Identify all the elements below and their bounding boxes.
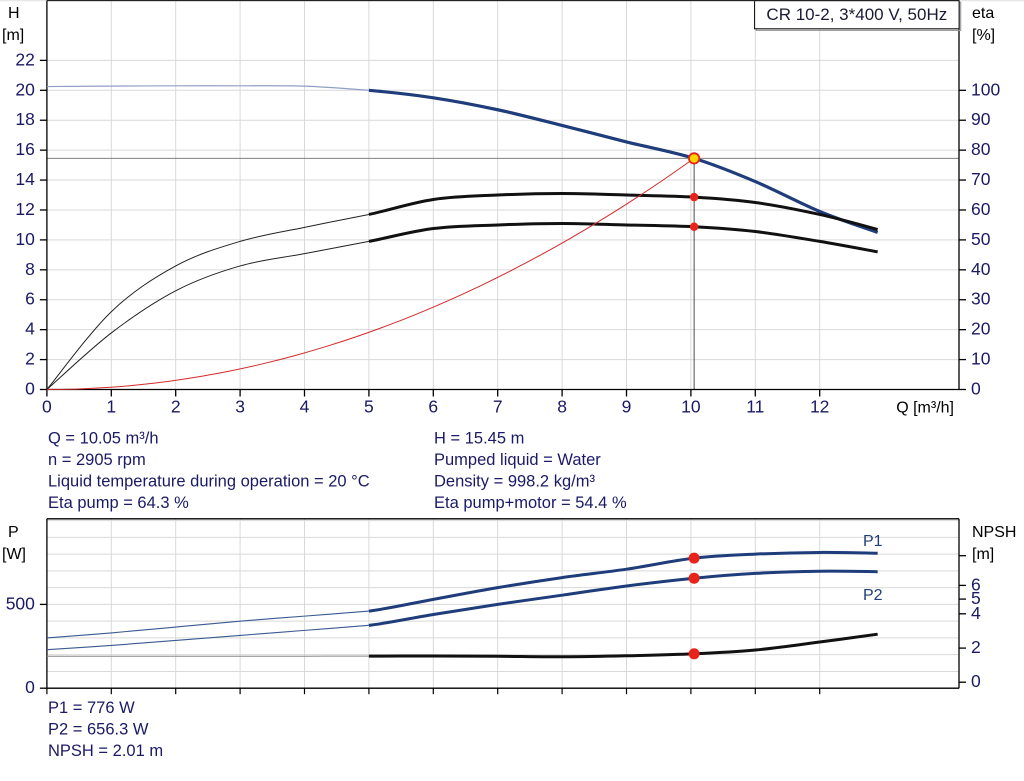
svg-text:0: 0 [971,379,981,399]
svg-text:60: 60 [971,199,991,219]
svg-text:P1: P1 [863,533,883,550]
svg-text:0: 0 [42,397,52,417]
svg-text:[m]: [m] [972,546,994,563]
svg-text:16: 16 [15,139,34,159]
svg-text:0: 0 [971,671,981,691]
svg-text:30: 30 [971,289,991,309]
svg-text:20: 20 [15,79,35,99]
svg-text:[%]: [%] [972,27,995,44]
svg-text:P2: P2 [863,587,883,604]
svg-text:2: 2 [25,349,35,369]
svg-text:5: 5 [364,397,374,417]
svg-text:3: 3 [235,397,245,417]
svg-text:0: 0 [25,379,35,399]
svg-text:1: 1 [106,397,116,417]
svg-text:11: 11 [746,397,764,417]
svg-text:eta: eta [972,5,994,22]
svg-text:90: 90 [971,109,991,129]
svg-text:6: 6 [971,574,981,594]
svg-text:8: 8 [25,259,35,279]
svg-text:Eta pump+motor = 54.4 %: Eta pump+motor = 54.4 % [434,494,627,512]
svg-text:Q = 10.05 m³/h: Q = 10.05 m³/h [48,430,159,448]
svg-text:6: 6 [428,397,438,417]
svg-text:22: 22 [15,49,34,69]
svg-text:7: 7 [493,397,503,417]
svg-text:14: 14 [15,169,35,189]
svg-text:0: 0 [25,677,35,697]
svg-text:Q [m³/h]: Q [m³/h] [896,400,954,417]
svg-text:500: 500 [6,593,35,613]
svg-text:40: 40 [971,259,991,279]
svg-text:18: 18 [15,109,34,129]
svg-text:Density = 998.2 kg/m³: Density = 998.2 kg/m³ [434,473,595,491]
svg-text:P2 = 656.3 W: P2 = 656.3 W [48,721,149,739]
svg-text:8: 8 [557,397,567,417]
svg-text:n = 2905 rpm: n = 2905 rpm [48,451,146,469]
svg-text:Pumped liquid = Water: Pumped liquid = Water [434,451,601,469]
svg-text:NPSH: NPSH [972,524,1016,541]
svg-text:H = 15.45 m: H = 15.45 m [434,430,524,448]
svg-text:4: 4 [25,319,35,339]
svg-text:[m]: [m] [2,27,24,44]
svg-text:2: 2 [171,397,181,417]
svg-text:100: 100 [971,79,1000,99]
svg-text:CR 10-2, 3*400 V, 50Hz: CR 10-2, 3*400 V, 50Hz [766,5,947,24]
svg-text:4: 4 [300,397,310,417]
svg-text:10: 10 [15,229,35,249]
svg-text:12: 12 [15,199,34,219]
svg-text:6: 6 [25,289,35,309]
svg-text:9: 9 [622,397,632,417]
svg-text:12: 12 [810,397,829,417]
svg-text:50: 50 [971,229,991,249]
svg-text:80: 80 [971,139,991,159]
svg-text:10: 10 [681,397,701,417]
svg-text:P1 = 776 W: P1 = 776 W [48,699,135,717]
svg-text:20: 20 [971,319,991,339]
svg-text:2: 2 [971,637,981,657]
svg-text:H: H [8,5,20,22]
svg-text:NPSH = 2.01 m: NPSH = 2.01 m [48,742,163,760]
svg-text:P: P [8,524,19,541]
svg-text:10: 10 [971,349,991,369]
svg-text:70: 70 [971,169,991,189]
svg-text:Eta pump = 64.3 %: Eta pump = 64.3 % [48,494,189,512]
svg-text:[W]: [W] [2,546,26,563]
svg-text:Liquid temperature during oper: Liquid temperature during operation = 20… [48,473,370,491]
